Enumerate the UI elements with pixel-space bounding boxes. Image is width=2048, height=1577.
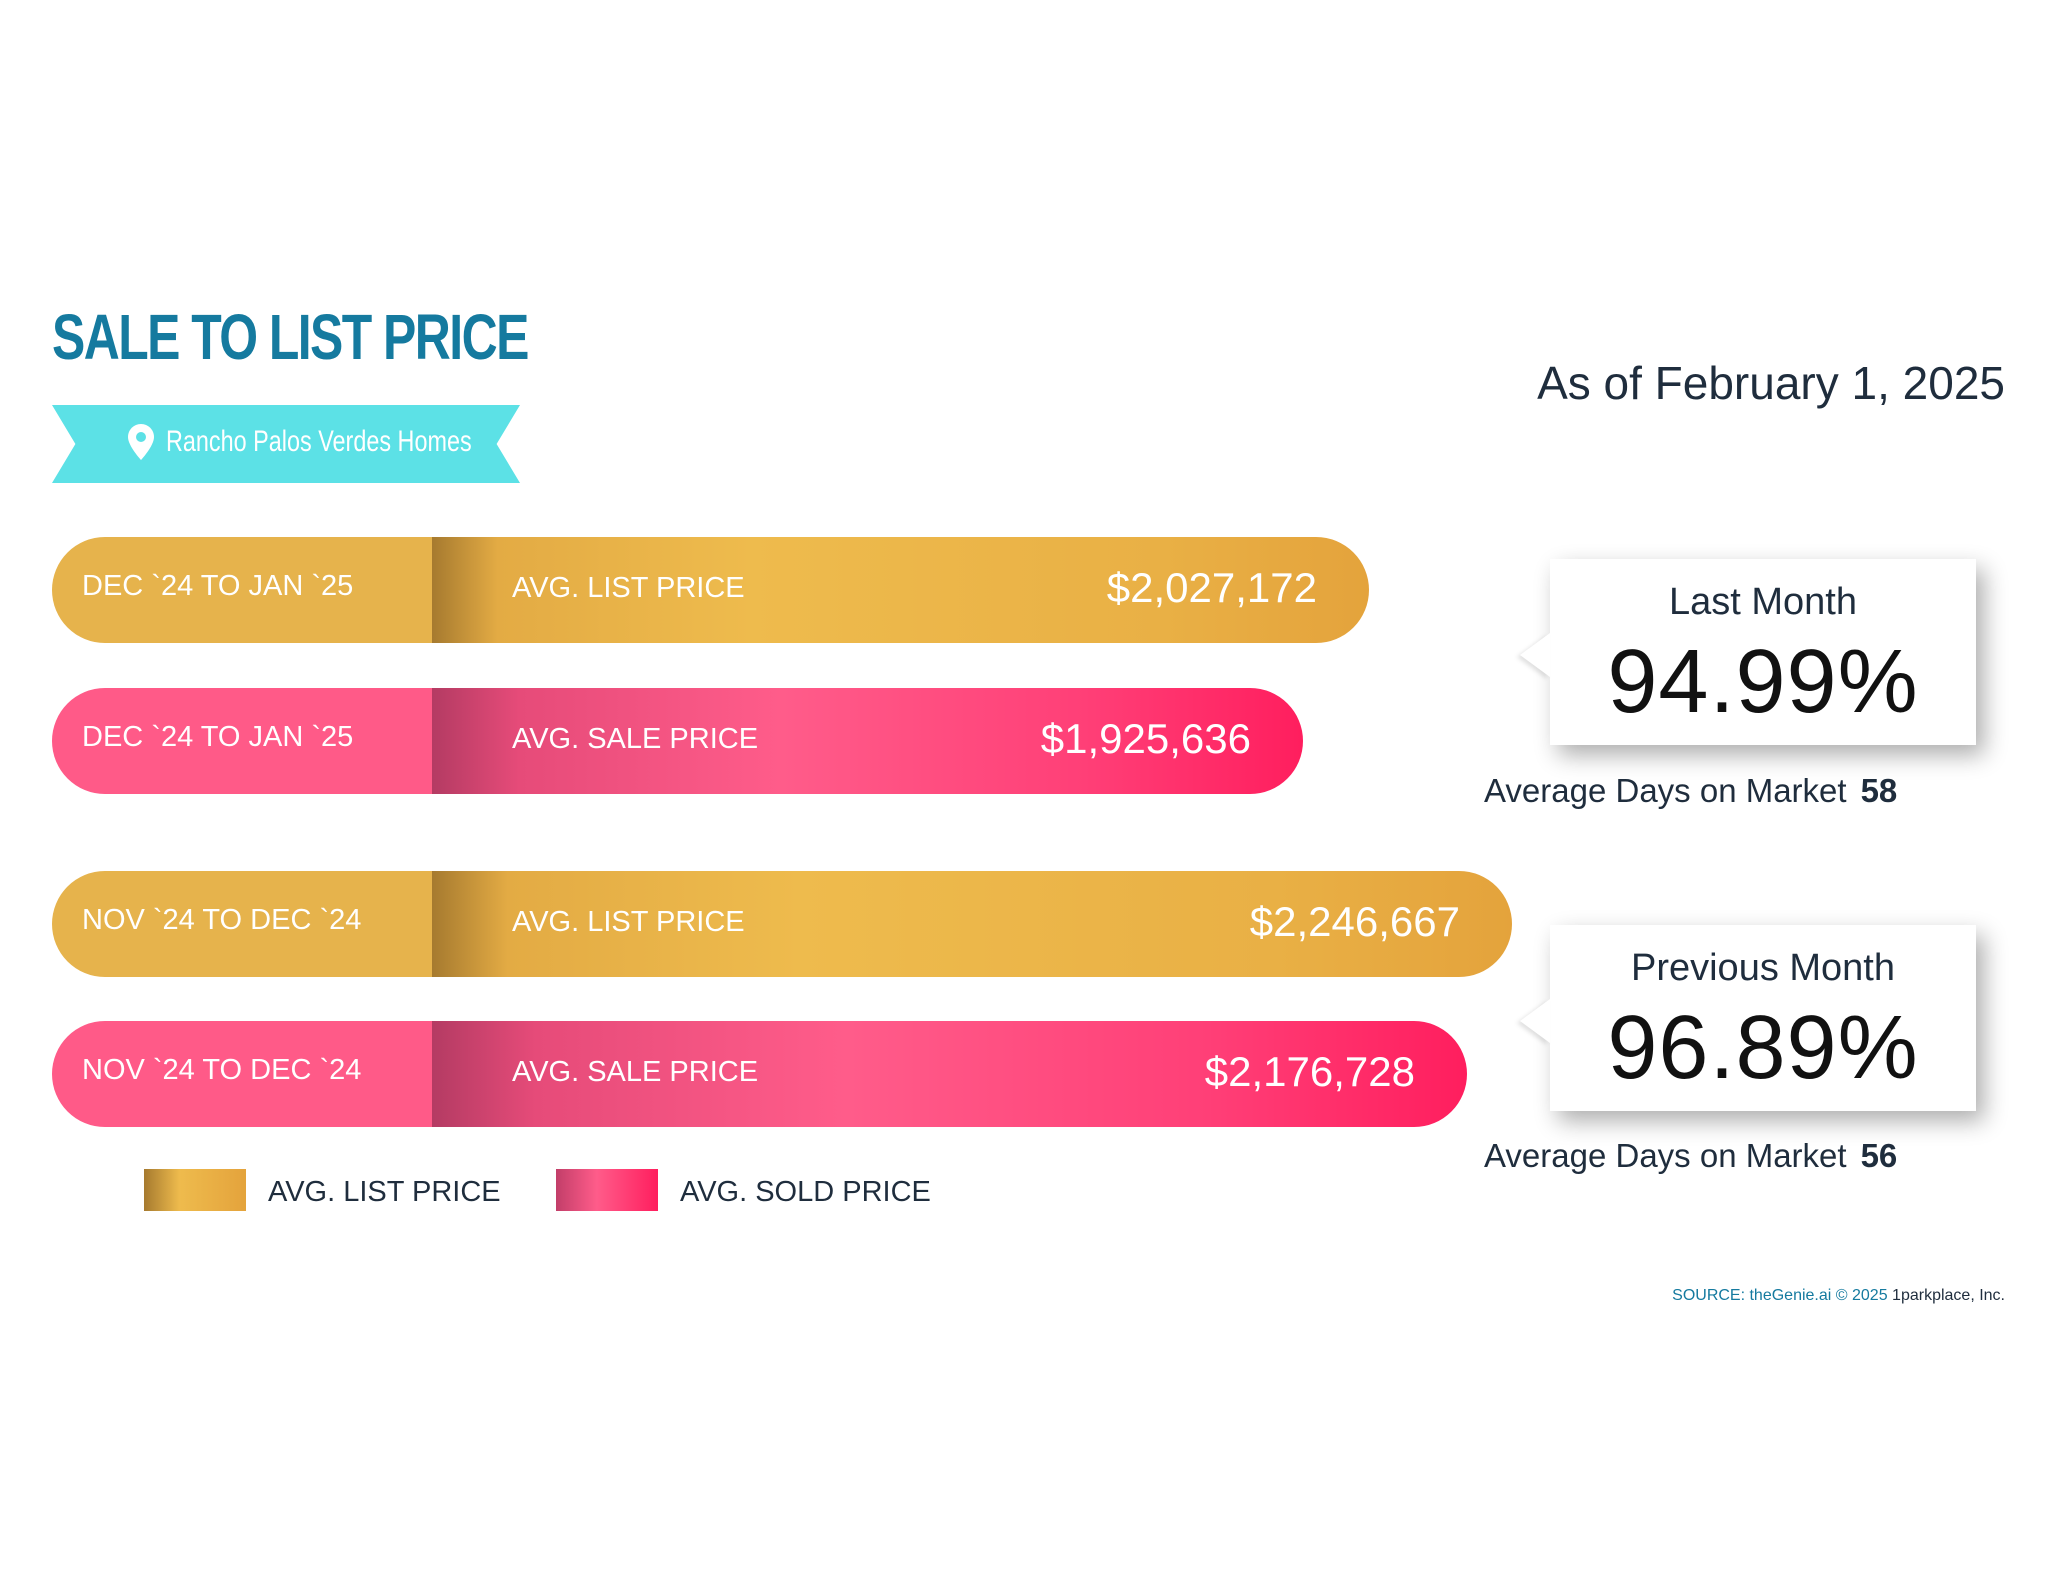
bar-period-segment: [52, 1021, 432, 1127]
days-on-market-label: Average Days on Market: [1484, 1137, 1847, 1174]
days-on-market-label: Average Days on Market: [1484, 772, 1847, 809]
bar-value-segment: [432, 871, 1512, 977]
bar-period-label: DEC `24 TO JAN `25: [82, 721, 354, 753]
bar-value-segment: [432, 537, 1369, 643]
days-on-market-value: 58: [1860, 772, 1898, 809]
bar-period-segment: [52, 688, 432, 794]
bar-sale-price-dec-jan: DEC `24 TO JAN `25 AVG. SALE PRICE $1,92…: [52, 688, 1303, 794]
card-title: Last Month: [1669, 581, 1857, 623]
days-on-market-last-month: Average Days on Market 58: [1484, 772, 1897, 810]
bar-value-label: $1,925,636: [1040, 715, 1251, 762]
page-title: SALE TO LIST PRICE: [52, 301, 529, 373]
location-ribbon: Rancho Palos Verdes Homes: [52, 405, 520, 483]
last-month-card: Last Month 94.99%: [1550, 559, 1976, 745]
days-on-market-previous-month: Average Days on Market 56: [1484, 1137, 1897, 1175]
source-footer: SOURCE: theGenie.ai © 2025 1parkplace, I…: [1500, 1287, 2005, 1305]
days-on-market-value: 56: [1860, 1137, 1898, 1174]
company-name: 1parkplace, Inc.: [1892, 1287, 2005, 1304]
legend-swatch-list: [144, 1169, 246, 1211]
location-label: Rancho Palos Verdes Homes: [166, 425, 472, 458]
bar-period-segment: [52, 871, 432, 977]
bar-list-price-dec-jan: DEC `24 TO JAN `25 AVG. LIST PRICE $2,02…: [52, 537, 1369, 643]
legend-swatch-sold: [556, 1169, 658, 1211]
bar-value-segment: [432, 688, 1303, 794]
sale-to-list-percent: 94.99%: [1607, 632, 1919, 732]
bar-list-price-nov-dec: NOV `24 TO DEC `24 AVG. LIST PRICE $2,24…: [52, 871, 1512, 977]
bar-period-label: NOV `24 TO DEC `24: [82, 1054, 362, 1086]
bar-series-label: AVG. LIST PRICE: [512, 906, 745, 938]
sale-to-list-percent: 96.89%: [1607, 998, 1919, 1098]
bar-value-label: $2,176,728: [1204, 1048, 1415, 1095]
legend-label-sold: AVG. SOLD PRICE: [680, 1176, 931, 1208]
bar-period-label: DEC `24 TO JAN `25: [82, 570, 354, 602]
map-pin-icon: [128, 424, 154, 460]
bar-value-label: $2,246,667: [1249, 898, 1460, 945]
bar-series-label: AVG. SALE PRICE: [512, 723, 759, 755]
legend-label-list: AVG. LIST PRICE: [268, 1176, 501, 1208]
bar-period-segment: [52, 537, 432, 643]
card-title: Previous Month: [1630, 947, 1895, 989]
as-of-date: As of February 1, 2025: [1537, 357, 2005, 409]
bar-sale-price-nov-dec: NOV `24 TO DEC `24 AVG. SALE PRICE $2,17…: [52, 1021, 1467, 1127]
bar-series-label: AVG. LIST PRICE: [512, 572, 745, 604]
bar-value-segment: [432, 1021, 1467, 1127]
previous-month-card: Previous Month 96.89%: [1550, 925, 1976, 1111]
bar-series-label: AVG. SALE PRICE: [512, 1056, 759, 1088]
source-text: SOURCE: theGenie.ai © 2025: [1672, 1287, 1888, 1304]
bar-value-label: $2,027,172: [1106, 564, 1317, 611]
bar-period-label: NOV `24 TO DEC `24: [82, 904, 362, 936]
